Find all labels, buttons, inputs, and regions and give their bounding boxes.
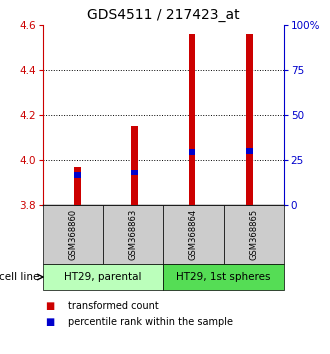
Text: HT29, 1st spheres: HT29, 1st spheres [176,272,271,282]
Bar [188,34,195,205]
Bar [188,149,195,155]
Text: ■: ■ [45,301,54,311]
Bar [131,126,138,205]
Text: HT29, parental: HT29, parental [64,272,142,282]
Text: ■: ■ [45,317,54,327]
Text: GSM368860: GSM368860 [69,209,78,260]
Title: GDS4511 / 217423_at: GDS4511 / 217423_at [87,8,240,22]
Bar [246,148,253,154]
Bar [74,167,81,205]
Text: GSM368863: GSM368863 [129,209,138,260]
Bar [131,170,138,176]
Text: cell line: cell line [0,272,40,282]
Text: GSM368864: GSM368864 [189,209,198,260]
Text: percentile rank within the sample: percentile rank within the sample [68,317,233,327]
Bar [246,34,253,205]
Text: transformed count: transformed count [68,301,158,311]
Bar [74,172,81,178]
Text: GSM368865: GSM368865 [249,209,258,260]
